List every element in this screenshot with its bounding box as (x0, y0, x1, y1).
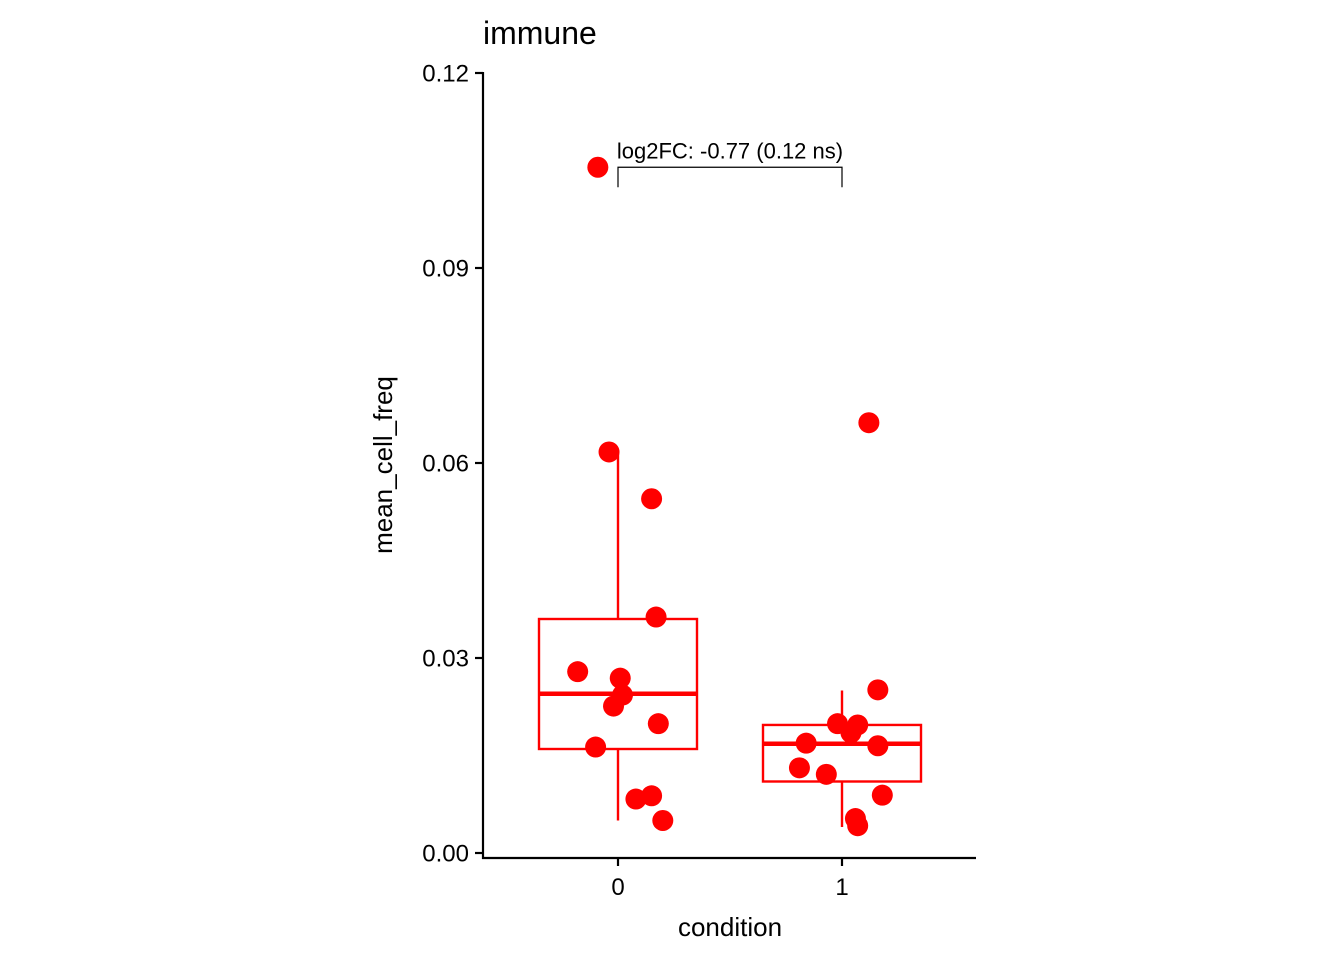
data-point (840, 722, 862, 744)
x-axis-title: condition (678, 912, 782, 942)
x-tick-label: 0 (611, 874, 624, 901)
comparison-bracket (617, 166, 843, 188)
data-point (585, 736, 607, 758)
data-point (871, 784, 893, 806)
chart-title: immune (483, 15, 597, 51)
comparison-annotation: log2FC: -0.77 (0.12 ns) (617, 138, 843, 188)
x-tick-label: 1 (835, 874, 848, 901)
data-point (788, 757, 810, 779)
data-point (641, 785, 663, 807)
data-point (858, 412, 880, 434)
data-point (815, 763, 837, 785)
data-point (603, 695, 625, 717)
comparison-label: log2FC: -0.77 (0.12 ns) (617, 138, 843, 163)
data-point (641, 488, 663, 510)
data-point (847, 815, 869, 837)
y-tick-label: 0.00 (422, 841, 469, 868)
y-tick-label: 0.09 (422, 256, 469, 283)
data-point (567, 661, 589, 683)
data-point (609, 667, 631, 689)
y-tick-label: 0.03 (422, 646, 469, 673)
data-point (598, 441, 620, 463)
data-point (647, 713, 669, 735)
y-tick-label: 0.06 (422, 451, 469, 478)
data-point (867, 735, 889, 757)
box-iqr (537, 617, 699, 751)
data-point (867, 679, 889, 701)
y-axis: 0.00 0.03 0.06 0.09 0.12 (422, 61, 485, 868)
data-point (587, 156, 609, 178)
boxplot-1 (761, 690, 923, 827)
data-point (795, 732, 817, 754)
boxplot-0 (537, 453, 699, 821)
y-tick-label: 0.12 (422, 61, 469, 88)
data-point (652, 810, 674, 831)
data-point (645, 606, 667, 628)
plot-area (537, 156, 923, 837)
y-axis-title: mean_cell_freq (368, 376, 398, 554)
data-point (625, 788, 647, 810)
